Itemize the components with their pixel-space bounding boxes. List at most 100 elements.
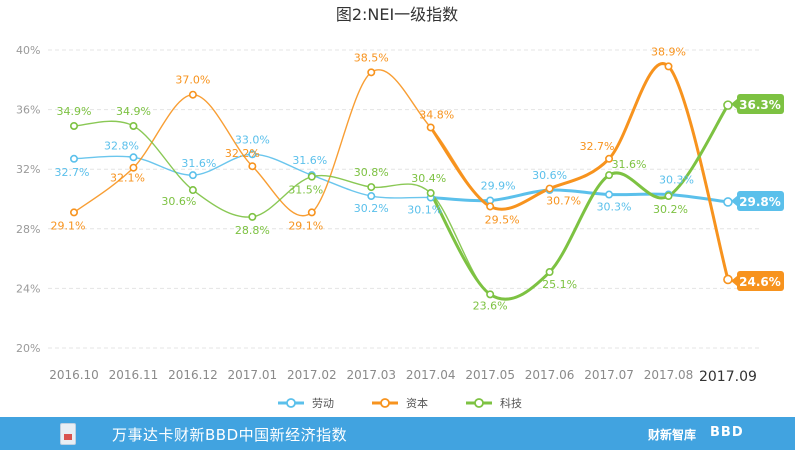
data-label: 30.6% xyxy=(161,195,196,208)
legend-swatch-marker xyxy=(286,398,296,408)
data-point xyxy=(188,90,197,99)
data-label: 38.9% xyxy=(651,45,686,58)
data-point xyxy=(664,62,673,71)
data-label: 30.3% xyxy=(659,174,694,187)
data-point xyxy=(486,202,495,211)
data-label: 30.6% xyxy=(532,169,567,182)
data-label: 25.1% xyxy=(542,278,577,291)
data-point xyxy=(723,197,733,207)
end-label-box xyxy=(737,191,784,211)
data-point xyxy=(486,290,495,299)
y-tick-label: 36% xyxy=(16,104,40,117)
end-label-arrow xyxy=(731,196,737,206)
y-tick-label: 28% xyxy=(16,223,40,236)
data-label: 28.8% xyxy=(235,224,270,237)
footer-title: 万事达卡财新BBD中国新经济指数 xyxy=(112,426,348,444)
footer-brand-caixin: 财新智库 xyxy=(648,428,697,442)
data-point xyxy=(129,153,138,162)
data-point xyxy=(605,171,614,180)
data-label: 31.6% xyxy=(292,154,327,167)
data-label: 37.0% xyxy=(175,74,210,87)
data-label: 23.6% xyxy=(473,299,508,312)
data-point xyxy=(248,150,257,159)
legend-label: 劳动 xyxy=(312,397,334,410)
series-line-emphasis-0 xyxy=(430,188,729,204)
data-label: 32.1% xyxy=(110,172,145,185)
footer-bar: 万事达卡财新BBD中国新经济指数 财新智库 BBD xyxy=(0,417,795,450)
data-label: 33.0% xyxy=(235,133,270,146)
data-point xyxy=(307,172,316,181)
end-label: 24.6% xyxy=(739,275,781,289)
card-logo-icon xyxy=(60,423,76,445)
data-label: 32.2% xyxy=(225,147,260,160)
data-label: 34.8% xyxy=(419,108,454,121)
data-point xyxy=(367,183,376,192)
data-point xyxy=(70,121,79,130)
data-label: 29.5% xyxy=(485,213,520,226)
y-tick-label: 32% xyxy=(16,163,40,176)
data-point xyxy=(188,186,197,195)
legend-swatch-marker xyxy=(380,398,390,408)
data-point xyxy=(664,192,673,201)
data-point xyxy=(426,189,435,198)
y-tick-label: 20% xyxy=(16,342,40,355)
data-label: 30.3% xyxy=(597,201,632,214)
data-point xyxy=(307,208,316,217)
legend-label: 资本 xyxy=(406,396,428,410)
x-tick-label: 2017.05 xyxy=(465,368,515,382)
data-label: 29.1% xyxy=(51,219,86,232)
end-label-arrow xyxy=(731,99,737,109)
data-point xyxy=(70,154,79,163)
data-label: 31.5% xyxy=(288,184,323,197)
data-label: 31.6% xyxy=(181,157,216,170)
data-point xyxy=(367,192,376,201)
data-point xyxy=(605,154,614,163)
data-label: 31.6% xyxy=(612,158,647,171)
y-tick-label: 24% xyxy=(16,282,40,295)
data-point xyxy=(188,171,197,180)
data-label: 34.9% xyxy=(116,105,151,118)
end-label-box xyxy=(737,94,784,114)
x-tick-label: 2016.11 xyxy=(109,368,159,382)
data-label: 29.1% xyxy=(288,219,323,232)
data-label: 30.4% xyxy=(411,172,446,185)
data-label: 34.9% xyxy=(57,105,92,118)
legend-label: 科技 xyxy=(500,396,522,410)
data-point xyxy=(545,268,554,277)
x-tick-label: 2017.09 xyxy=(699,369,757,385)
data-point xyxy=(248,212,257,221)
x-tick-label: 2017.07 xyxy=(584,368,634,382)
x-tick-label: 2017.01 xyxy=(228,368,278,382)
end-label-arrow xyxy=(731,276,737,286)
y-tick-label: 40% xyxy=(16,44,40,57)
data-label: 32.7% xyxy=(580,140,615,153)
x-tick-label: 2017.02 xyxy=(287,368,337,382)
x-tick-label: 2017.08 xyxy=(644,368,694,382)
data-label: 32.7% xyxy=(55,166,90,179)
data-label: 30.1% xyxy=(407,204,442,217)
series-line-emphasis-2 xyxy=(429,104,730,301)
data-point xyxy=(723,274,733,285)
legend-swatch-marker xyxy=(474,398,484,408)
data-point xyxy=(248,162,257,171)
data-label: 30.2% xyxy=(354,202,389,215)
end-label: 29.8% xyxy=(739,195,781,209)
data-point xyxy=(605,190,614,199)
data-point xyxy=(545,184,554,193)
x-tick-label: 2016.10 xyxy=(49,368,99,382)
data-label: 38.5% xyxy=(354,51,389,64)
x-tick-label: 2017.03 xyxy=(346,368,396,382)
end-label: 36.3% xyxy=(739,98,781,112)
line-chart: 图2:NEI一级指数 20% 24% 28% 32% 36% 40% 2016.10 2016… xyxy=(16,5,784,410)
footer-brand-bbd: BBD xyxy=(710,425,744,440)
data-label: 30.7% xyxy=(546,195,581,208)
data-point xyxy=(70,208,79,217)
x-tick-label: 2016.12 xyxy=(168,368,218,382)
data-label: 30.8% xyxy=(354,166,389,179)
x-tick-label: 2017.06 xyxy=(525,368,575,382)
data-label: 32.8% xyxy=(104,139,139,152)
data-label: 30.2% xyxy=(653,203,688,216)
chart-title: 图2:NEI一级指数 xyxy=(336,5,458,24)
data-point xyxy=(129,121,138,130)
data-point xyxy=(367,68,376,77)
